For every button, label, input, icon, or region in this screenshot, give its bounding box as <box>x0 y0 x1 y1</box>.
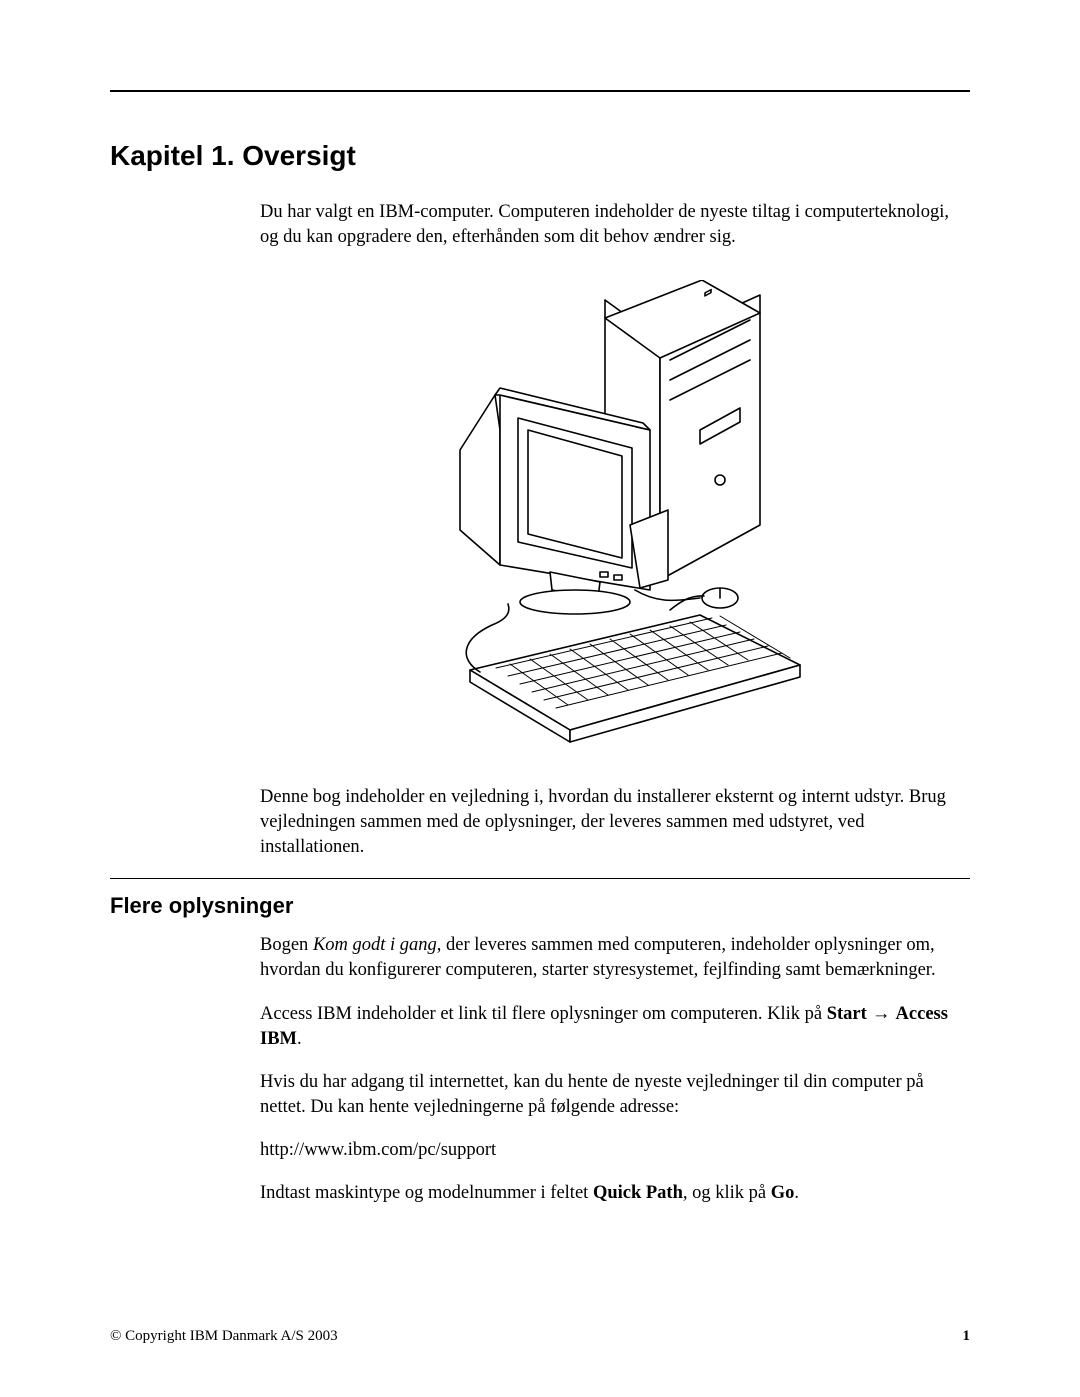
footer-copyright: © Copyright IBM Danmark A/S 2003 <box>110 1328 338 1345</box>
section-p5: Indtast maskintype og modelnummer i felt… <box>260 1181 970 1206</box>
section-p4-url: http://www.ibm.com/pc/support <box>260 1138 970 1163</box>
p1-prefix: Bogen <box>260 935 313 955</box>
p5-bold2: Go <box>771 1183 795 1203</box>
footer-page-number: 1 <box>963 1328 971 1345</box>
after-figure-block: Denne bog indeholder en vejledning i, hv… <box>260 785 970 860</box>
p2-suffix: . <box>297 1029 302 1049</box>
p5-bold1: Quick Path <box>593 1183 683 1203</box>
p1-italic: Kom godt i gang <box>313 935 437 955</box>
chapter-title: Kapitel 1. Oversigt <box>110 140 970 172</box>
chapter-intro-block: Du har valgt en IBM-computer. Computeren… <box>260 200 970 250</box>
p5-suffix: . <box>794 1183 799 1203</box>
section-p1: Bogen Kom godt i gang, der leveres samme… <box>260 933 970 983</box>
p2-prefix: Access IBM indeholder et link til flere … <box>260 1004 827 1024</box>
intro-paragraph: Du har valgt en IBM-computer. Computeren… <box>260 200 970 250</box>
section-p2: Access IBM indeholder et link til flere … <box>260 1001 970 1052</box>
section-p3: Hvis du har adgang til internettet, kan … <box>260 1070 970 1120</box>
section-rule <box>110 878 970 879</box>
p5-prefix: Indtast maskintype og modelnummer i felt… <box>260 1183 593 1203</box>
computer-illustration <box>260 280 970 755</box>
document-page: Kapitel 1. Oversigt Du har valgt en IBM-… <box>0 0 1080 1397</box>
p2-arrow: → <box>867 1002 896 1023</box>
p5-mid: , og klik på <box>683 1183 771 1203</box>
top-rule <box>110 90 970 92</box>
p2-bold1: Start <box>827 1004 867 1024</box>
section-body: Bogen Kom godt i gang, der leveres samme… <box>260 933 970 1206</box>
section-title: Flere oplysninger <box>110 893 970 919</box>
page-footer: © Copyright IBM Danmark A/S 2003 1 <box>110 1328 970 1345</box>
after-figure-paragraph: Denne bog indeholder en vejledning i, hv… <box>260 785 970 860</box>
